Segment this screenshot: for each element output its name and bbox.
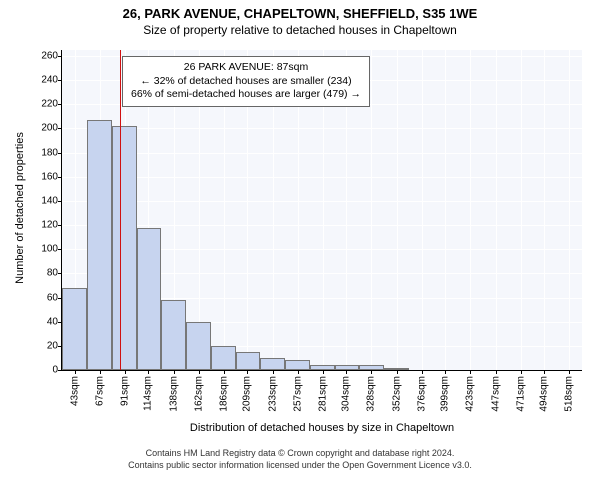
gridline-vertical	[371, 50, 372, 370]
x-axis-line	[62, 370, 582, 371]
x-tick-label: 352sqm	[391, 376, 402, 412]
x-tick-label: 304sqm	[341, 376, 352, 412]
histogram-bar	[186, 322, 211, 370]
x-tick-label: 447sqm	[490, 376, 501, 412]
histogram-bar	[236, 352, 260, 370]
footer-line1: Contains HM Land Registry data © Crown c…	[0, 448, 600, 460]
y-tick-label: 240	[28, 75, 58, 86]
gridline-vertical	[445, 50, 446, 370]
x-tick-label: 233sqm	[267, 376, 278, 412]
y-tick-label: 40	[28, 316, 58, 327]
annotation-box: 26 PARK AVENUE: 87sqm ← 32% of detached …	[122, 56, 370, 107]
y-tick-label: 180	[28, 147, 58, 158]
x-tick-label: 423sqm	[465, 376, 476, 412]
x-tick-label: 494sqm	[539, 376, 550, 412]
x-tick-label: 471sqm	[515, 376, 526, 412]
x-tick-label: 43sqm	[69, 376, 80, 406]
x-tick-label: 328sqm	[366, 376, 377, 412]
annotation-line1: 26 PARK AVENUE: 87sqm	[131, 61, 361, 75]
histogram-bar	[87, 120, 112, 370]
chart-subtitle: Size of property relative to detached ho…	[0, 21, 600, 41]
histogram-bar	[62, 288, 87, 370]
x-tick-label: 281sqm	[317, 376, 328, 412]
histogram-bar	[137, 228, 161, 370]
x-tick-label: 114sqm	[143, 376, 154, 411]
gridline-vertical	[470, 50, 471, 370]
x-tick-label: 399sqm	[440, 376, 451, 412]
footer-attribution: Contains HM Land Registry data © Crown c…	[0, 448, 600, 471]
y-tick-label: 220	[28, 99, 58, 110]
x-tick-label: 257sqm	[292, 376, 303, 412]
x-tick-label: 209sqm	[242, 376, 253, 412]
y-axis-label: Number of detached properties	[14, 108, 26, 308]
y-tick-label: 160	[28, 171, 58, 182]
x-tick-label: 67sqm	[94, 376, 105, 406]
y-tick-label: 20	[28, 340, 58, 351]
x-axis-label: Distribution of detached houses by size …	[62, 422, 582, 434]
y-tick-label: 260	[28, 51, 58, 62]
x-tick-label: 91sqm	[119, 376, 130, 406]
gridline-vertical	[544, 50, 545, 370]
gridline-vertical	[521, 50, 522, 370]
y-tick-label: 60	[28, 292, 58, 303]
gridline-vertical	[397, 50, 398, 370]
histogram-bar	[260, 358, 285, 370]
y-tick-label: 80	[28, 268, 58, 279]
footer-line2: Contains public sector information licen…	[0, 460, 600, 472]
x-tick-label: 138sqm	[168, 376, 179, 412]
y-tick-label: 200	[28, 123, 58, 134]
y-tick-label: 120	[28, 220, 58, 231]
y-axis-line	[61, 50, 62, 370]
histogram-bar	[211, 346, 236, 370]
histogram-bar	[161, 300, 186, 370]
x-tick-label: 518sqm	[564, 376, 575, 412]
gridline-vertical	[422, 50, 423, 370]
histogram-bar	[112, 126, 137, 370]
y-tick-label: 0	[28, 365, 58, 376]
chart-container: 26, PARK AVENUE, CHAPELTOWN, SHEFFIELD, …	[0, 0, 600, 500]
gridline-vertical	[496, 50, 497, 370]
y-tick-label: 140	[28, 195, 58, 206]
y-tick-label: 100	[28, 244, 58, 255]
x-tick-label: 186sqm	[218, 376, 229, 412]
x-tick-label: 376sqm	[416, 376, 427, 412]
annotation-line2: ← 32% of detached houses are smaller (23…	[131, 75, 361, 89]
x-tick-label: 162sqm	[193, 376, 204, 412]
histogram-bar	[285, 360, 310, 370]
page-title: 26, PARK AVENUE, CHAPELTOWN, SHEFFIELD, …	[0, 0, 600, 21]
annotation-line3: 66% of semi-detached houses are larger (…	[131, 88, 361, 102]
gridline-vertical	[569, 50, 570, 370]
